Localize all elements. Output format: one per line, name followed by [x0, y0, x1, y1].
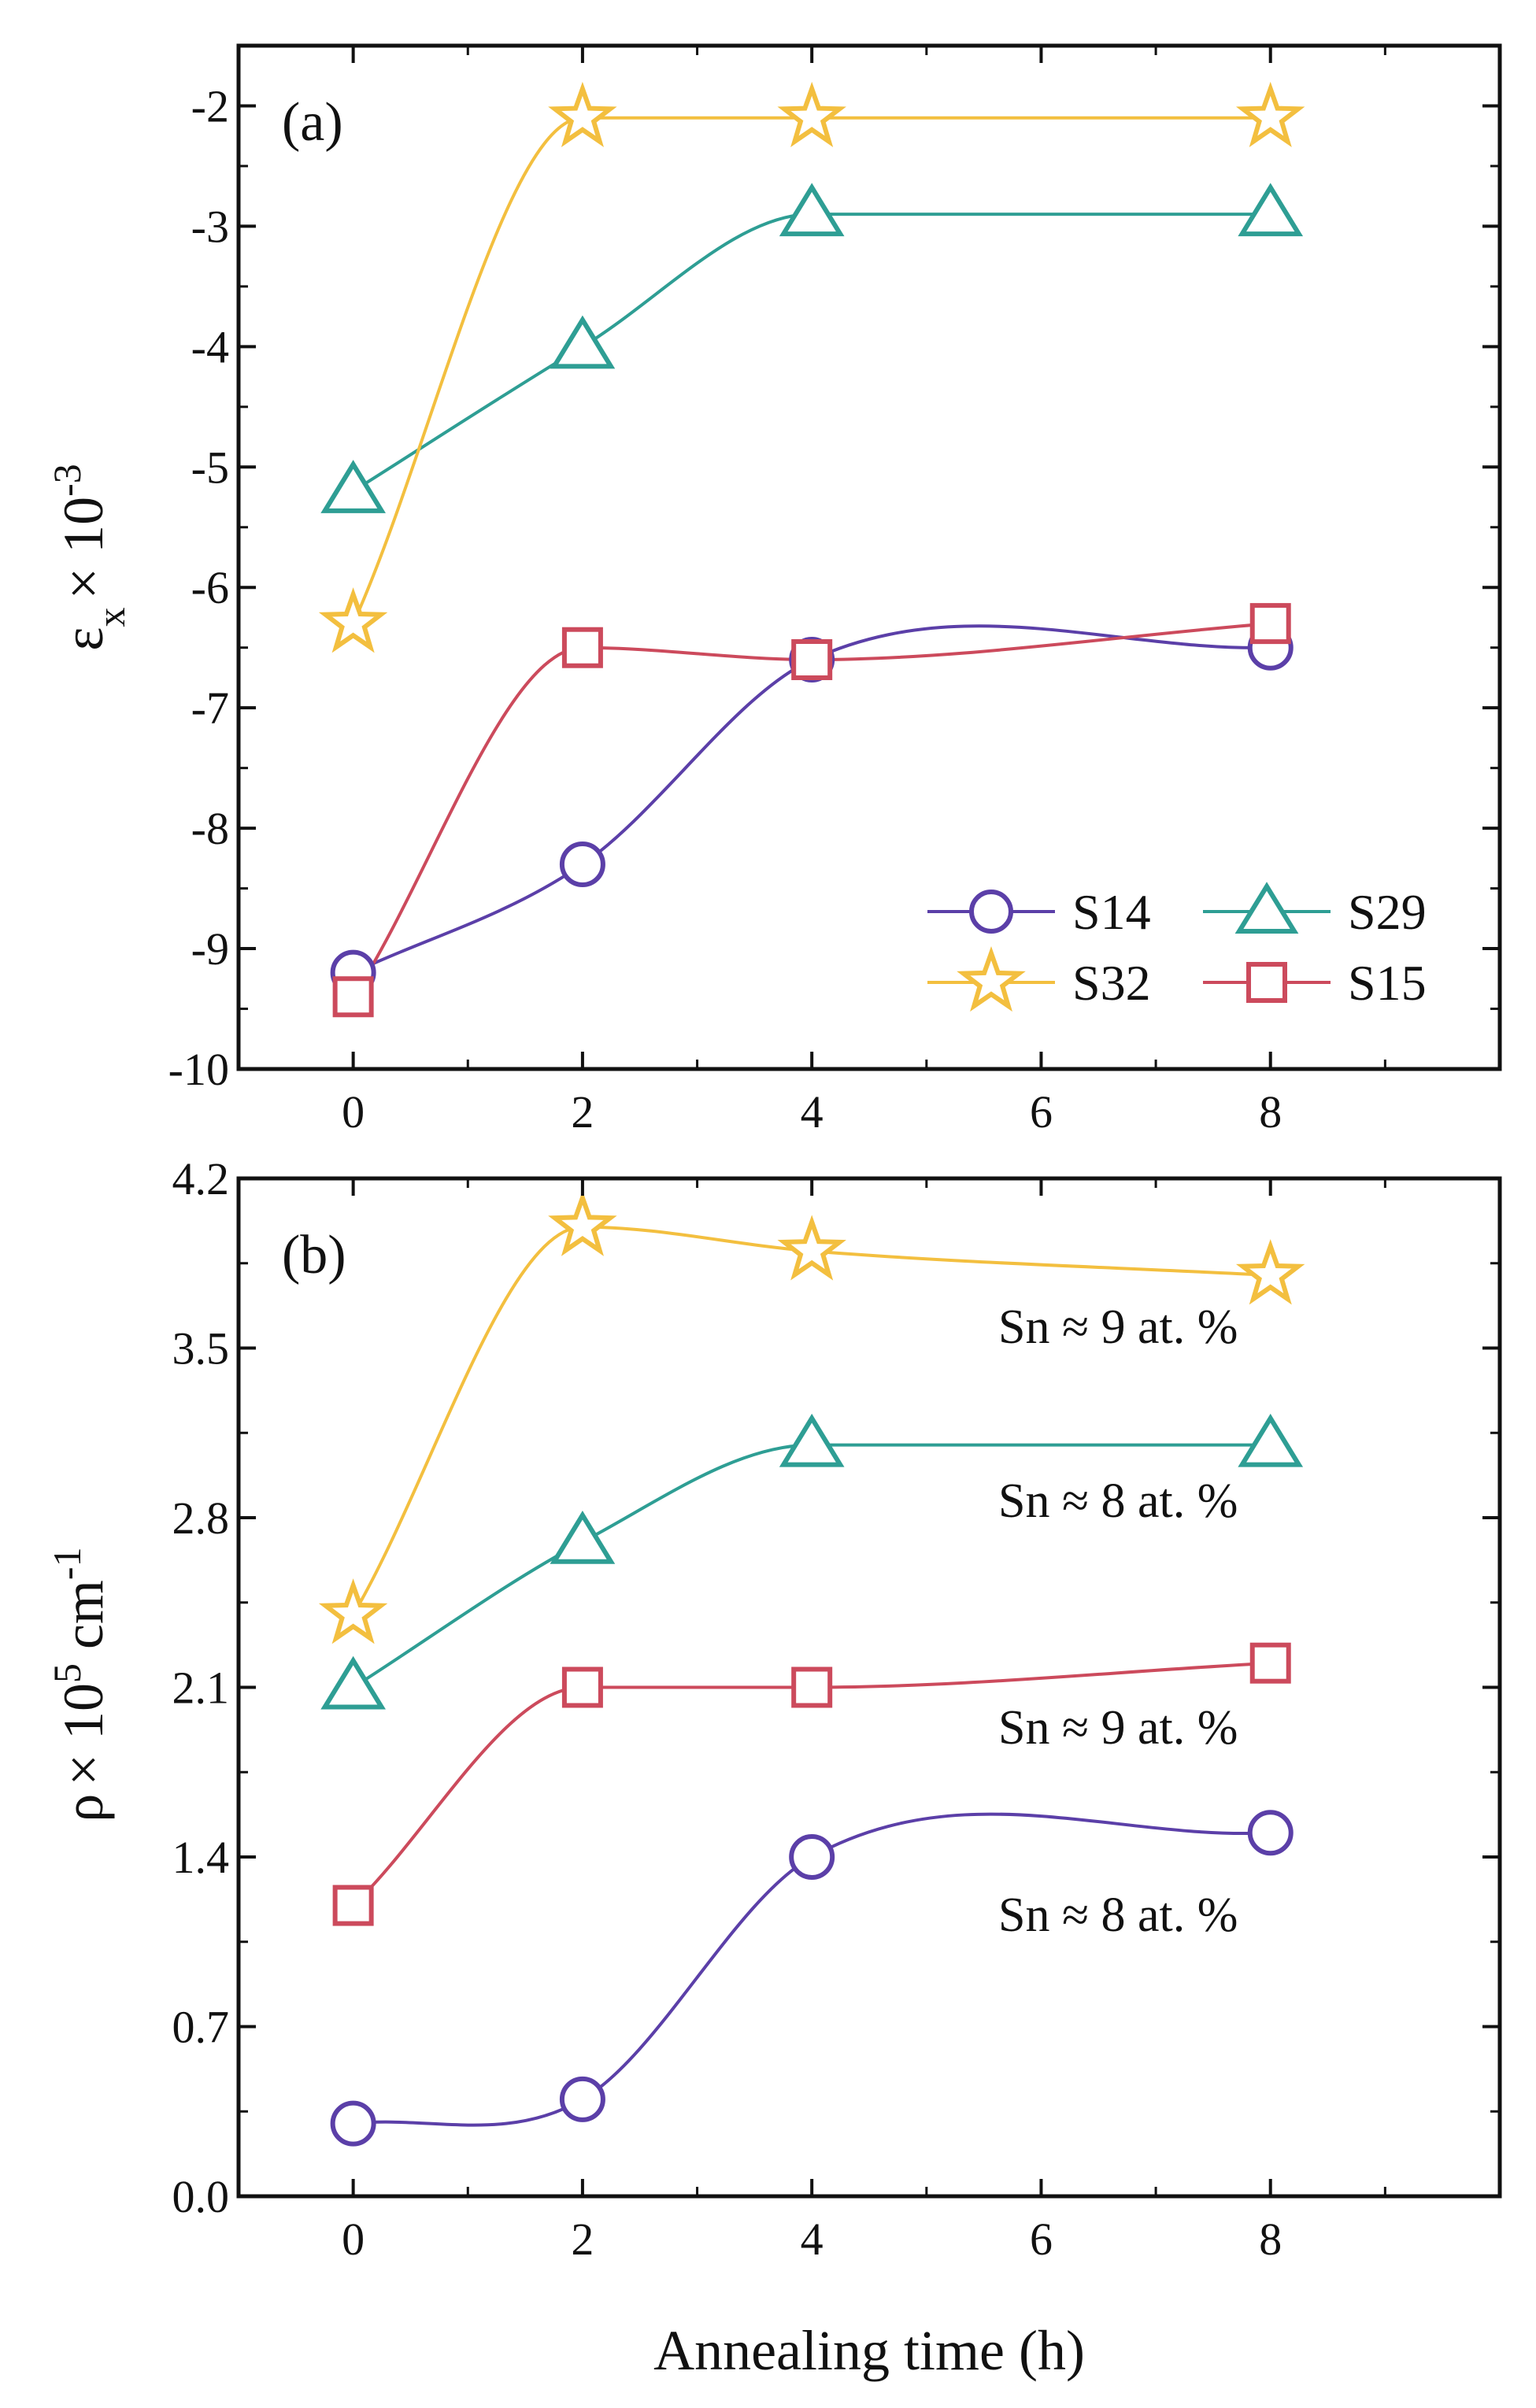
series-line-s14 [352, 624, 1271, 975]
annotation-sn-8-bottom: Sn ≈ 8 at. % [998, 1888, 1238, 1942]
data-point-s15-3 [1249, 603, 1291, 645]
panel-a-y-axis-title: εx× 10-3 [45, 464, 133, 651]
data-point-triangle-1 [550, 1511, 616, 1564]
legend-marker-s29 [1234, 882, 1299, 934]
data-point-triangle-3 [1238, 1413, 1304, 1467]
y-tick-label: 3.5 [172, 1323, 230, 1374]
series-line-square [352, 1661, 1271, 1907]
data-point-s15-0 [332, 976, 374, 1018]
y-tick-label: 0.0 [172, 2171, 230, 2222]
data-point-star-3 [1235, 1239, 1305, 1305]
x-tick-label: 4 [801, 2214, 824, 2265]
data-point-s29-1 [550, 315, 616, 369]
legend-label-s32: S32 [1072, 955, 1151, 1011]
data-point-triangle-2 [779, 1413, 845, 1467]
data-point-star-2 [777, 1215, 846, 1281]
x-tick-label: 6 [1030, 2214, 1053, 2265]
annotation-sn-9-lower: Sn ≈ 9 at. % [998, 1701, 1238, 1755]
panel-a-label: (a) [282, 92, 343, 153]
x-tick-label: 2 [571, 1086, 594, 1137]
y-tick-label: -5 [191, 442, 229, 493]
data-point-s15-2 [791, 639, 833, 680]
y-tick-label: -3 [191, 201, 229, 252]
legend-marker-s32 [957, 945, 1026, 1012]
data-point-s29-0 [320, 460, 386, 513]
y-tick-label: -2 [191, 80, 229, 131]
legend: S14 S29 S32 S15 [927, 882, 1427, 1012]
legend-marker-s15 [1246, 962, 1287, 1003]
panel-a-strain: 0 2 4 6 8 -10 -9 -8 -7 -6 -5 -4 -3 -2 (a) εx× 10-3 S1… [45, 43, 1502, 1137]
data-point-s32-0 [318, 587, 388, 653]
y-tick-label: -4 [191, 321, 229, 372]
series-line-triangle [352, 1443, 1271, 1689]
x-tick-label: 8 [1259, 1086, 1282, 1137]
y-tick-label: -8 [191, 803, 229, 854]
legend-item-s14: S14 [927, 884, 1151, 940]
data-point-s32-2 [777, 81, 846, 147]
data-point-s15-1 [561, 627, 603, 668]
data-point-triangle-0 [320, 1655, 386, 1710]
y-tick-label: -9 [191, 923, 229, 975]
y-tick-label: 0.7 [172, 2002, 230, 2053]
y-tick-label: 4.2 [172, 1153, 230, 1204]
legend-item-s32: S32 [927, 945, 1151, 1012]
data-point-s29-2 [779, 183, 845, 237]
legend-item-s15: S15 [1203, 955, 1427, 1011]
series-line-star [351, 1225, 1271, 1616]
x-tick-label: 6 [1030, 1086, 1053, 1137]
x-tick-label: 8 [1259, 2214, 1282, 2265]
legend-label-s29: S29 [1348, 884, 1427, 940]
data-point-square-2 [791, 1666, 833, 1708]
data-point-square-0 [332, 1885, 374, 1926]
data-point-square-1 [561, 1666, 603, 1708]
x-tick-label: 2 [571, 2214, 594, 2265]
legend-label-s14: S14 [1072, 884, 1151, 940]
data-point-star-0 [318, 1578, 388, 1644]
series-line-s15 [351, 622, 1271, 998]
series-line-s29 [352, 213, 1271, 493]
series-line-circle [353, 1812, 1271, 2127]
y-tick-label: 2.1 [172, 1663, 230, 1714]
x-tick-label: 0 [342, 2214, 365, 2265]
x-tick-label: 4 [801, 1086, 824, 1137]
annotation-sn-9-top: Sn ≈ 9 at. % [998, 1300, 1238, 1354]
data-point-s32-1 [548, 81, 617, 147]
legend-item-s29: S29 [1203, 882, 1427, 940]
data-point-circle-3 [1247, 1810, 1294, 1856]
data-point-circle-2 [789, 1834, 835, 1880]
data-point-circle-0 [330, 2100, 376, 2147]
data-point-s14-1 [559, 842, 605, 887]
y-tick-label: 2.8 [172, 1493, 230, 1544]
data-point-circle-1 [559, 2076, 605, 2122]
panel-b-y-axis-title: ρ× 105 cm-1 [45, 1547, 115, 1822]
y-tick-label: -6 [191, 562, 229, 613]
x-tick-label: 0 [342, 1086, 365, 1137]
annotation-sn-8-upper: Sn ≈ 8 at. % [998, 1474, 1238, 1528]
legend-label-s15: S15 [1348, 955, 1427, 1011]
y-tick-label: -7 [191, 682, 229, 734]
panel-b-density: 0 2 4 6 8 0.0 0.7 1.4 2.1 2.8 3.5 4.2 (b) ρ× 105 cm… [45, 1153, 1502, 2382]
panel-a-frame [236, 43, 1502, 1071]
data-point-star-1 [548, 1190, 617, 1256]
data-point-square-3 [1249, 1642, 1291, 1684]
data-point-s32-3 [1235, 81, 1305, 147]
data-point-s29-3 [1238, 183, 1304, 237]
series-line-s32 [351, 116, 1271, 624]
y-tick-label: -10 [168, 1044, 229, 1095]
y-tick-label: 1.4 [172, 1832, 230, 1883]
panel-b-label: (b) [282, 1225, 346, 1285]
legend-marker-s14 [969, 890, 1013, 934]
panel-b-x-axis-title: Annealing time (h) [653, 2319, 1085, 2382]
